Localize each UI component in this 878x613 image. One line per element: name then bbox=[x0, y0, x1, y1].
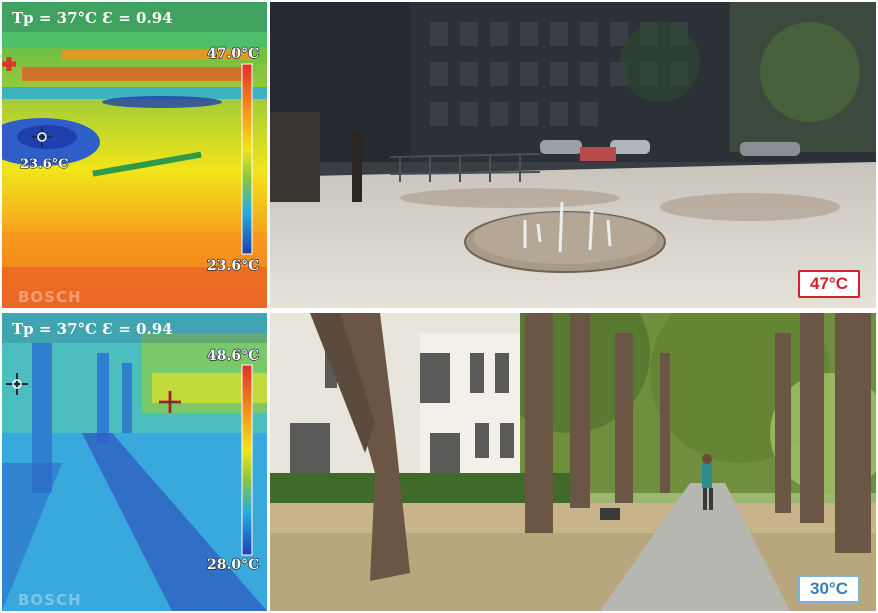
scale-max-label: 48.6°C bbox=[207, 348, 259, 364]
photo-tree-lined-path: 30°C bbox=[270, 313, 876, 611]
brand-watermark: BOSCH bbox=[18, 288, 82, 306]
scale-max-label: 47.0°C bbox=[207, 46, 259, 62]
brand-watermark: BOSCH bbox=[18, 591, 82, 609]
thermal-params-label: Tp = 37°C Ɛ = 0.94 bbox=[12, 9, 173, 27]
scale-min-label: 23.6°C bbox=[207, 258, 259, 274]
temperature-badge-cool: 30°C bbox=[798, 575, 860, 603]
thermal-image-top: Tp = 37°C Ɛ = 0.94 47.0°C 23.6°C 23.6°C … bbox=[2, 2, 267, 308]
scale-min-label: 28.0°C bbox=[207, 557, 259, 573]
thermal-params-label: Tp = 37°C Ɛ = 0.94 bbox=[12, 320, 173, 338]
temperature-badge-hot: 47°C bbox=[798, 270, 860, 298]
spot-temperature-label: 23.6°C bbox=[20, 157, 69, 172]
thermal-image-bottom: Tp = 37°C Ɛ = 0.94 48.6°C 28.0°C BOSCH bbox=[2, 313, 267, 611]
photo-plaza-fountain: 47°C bbox=[270, 2, 876, 308]
